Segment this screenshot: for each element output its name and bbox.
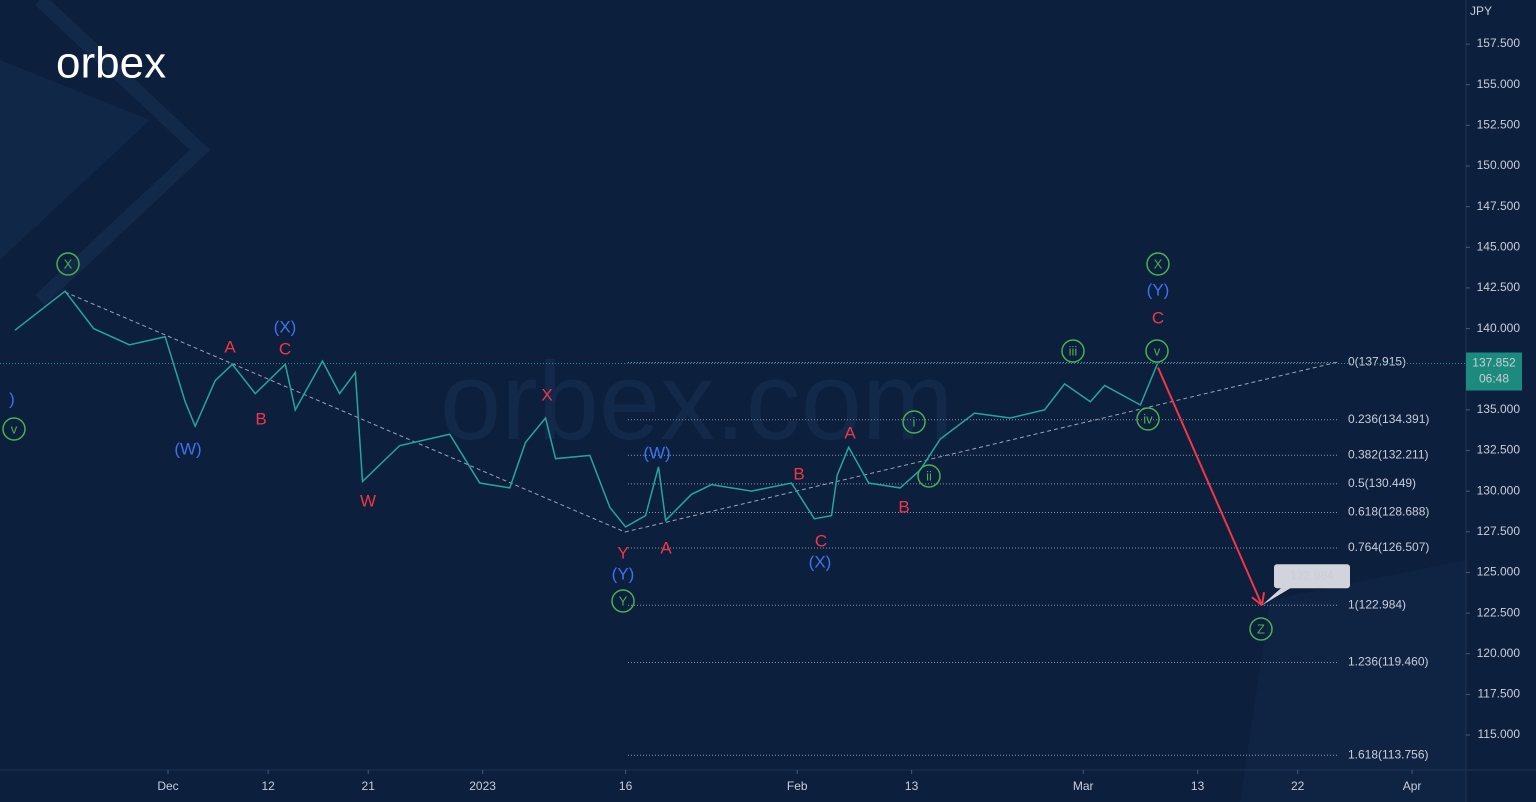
y-tick-label: 127.500	[1477, 524, 1521, 538]
y-tick-label: 122.500	[1477, 605, 1521, 619]
wave-circle	[56, 252, 80, 276]
trendline	[64, 291, 626, 533]
fib-label: 1(122.984)	[1348, 597, 1406, 611]
fib-label: 0.764(126.507)	[1348, 540, 1429, 554]
fib-label: 1.236(119.460)	[1348, 655, 1429, 669]
y-tick-label: 150.000	[1477, 158, 1521, 172]
wave-circle	[1249, 617, 1273, 641]
target-label: 122.984	[1290, 568, 1334, 582]
x-tick-label: 13	[905, 779, 919, 793]
fib-label: 0.236(134.391)	[1348, 412, 1429, 426]
logo: orbex	[56, 39, 166, 88]
arrow-head	[1251, 592, 1265, 607]
x-tick-label: 22	[1291, 779, 1305, 793]
x-tick-label: Mar	[1073, 779, 1094, 793]
wave-circle	[917, 464, 941, 488]
y-tick-label: 147.500	[1477, 199, 1521, 213]
y-tick-label: 145.000	[1477, 239, 1521, 253]
wave-label: C	[279, 339, 291, 358]
fib-label: 0.382(132.211)	[1348, 447, 1429, 461]
x-tick-label: 12	[261, 779, 275, 793]
x-tick-label: 13	[1191, 779, 1205, 793]
watermark: orbex.com	[440, 340, 954, 463]
wave-label: W	[360, 491, 376, 510]
price-tag-label: 137.852	[1472, 356, 1516, 370]
fib-label: 0.618(128.688)	[1348, 505, 1429, 519]
wave-label: B	[898, 497, 909, 516]
bg-shape	[35, 0, 211, 306]
wave-label: v	[1154, 343, 1161, 358]
wave-label: B	[793, 464, 804, 483]
target-pointer	[1262, 587, 1292, 606]
wave-label: Y	[619, 593, 628, 608]
wave-label: (Y)	[1147, 280, 1170, 299]
wave-circle	[902, 410, 926, 434]
y-tick-label: 155.000	[1477, 77, 1521, 91]
wave-label: Z	[1257, 621, 1265, 636]
wave-label: v	[11, 421, 18, 436]
wave-label: i	[913, 414, 916, 429]
wave-label: X	[64, 256, 73, 271]
wave-label: (X)	[809, 552, 832, 571]
wave-label: (Y)	[612, 564, 635, 583]
y-tick-label: 125.000	[1477, 565, 1521, 579]
wave-circle	[611, 589, 635, 613]
wave-circle	[1146, 252, 1170, 276]
x-tick-label: 21	[362, 779, 376, 793]
bg-shape	[1240, 560, 1466, 802]
countdown: 06:48	[1479, 372, 1509, 386]
wave-label: C	[815, 531, 827, 550]
wave-label: C	[1152, 308, 1164, 327]
y-tick-label: 157.500	[1477, 36, 1521, 50]
y-tick-label: 140.000	[1477, 321, 1521, 335]
y-tick-label: 152.500	[1477, 118, 1521, 132]
x-tick-label: Dec	[157, 779, 178, 793]
wave-label: X	[541, 385, 552, 404]
wave-circle	[1061, 339, 1085, 363]
wave-circle	[1136, 407, 1160, 431]
wave-label: X	[1154, 256, 1163, 271]
wave-label: A	[844, 423, 856, 442]
y-tick-label: 117.500	[1478, 687, 1521, 701]
fib-label: 1.618(113.756)	[1348, 747, 1429, 761]
y-tick-label: 142.500	[1477, 280, 1521, 294]
y-tick-label: 115.000	[1478, 727, 1521, 741]
fib-label: 0(137.915)	[1348, 355, 1406, 369]
wave-circle	[2, 417, 26, 441]
y-tick-label: 135.000	[1477, 402, 1521, 416]
x-tick-label: 16	[619, 779, 633, 793]
price-line	[14, 290, 1159, 528]
bg-shape	[0, 60, 150, 260]
wave-label: (W)	[643, 443, 670, 462]
price-tag	[1466, 352, 1522, 391]
wave-label: iii	[1069, 343, 1078, 358]
wave-label: )	[9, 389, 15, 408]
wave-label: B	[255, 409, 266, 428]
x-tick-label: Feb	[787, 779, 808, 793]
x-tick-label: 2023	[469, 779, 496, 793]
y-tick-label: 132.500	[1477, 443, 1521, 457]
wave-label: A	[660, 538, 672, 557]
wave-label: A	[224, 337, 236, 356]
forecast-arrow	[1157, 367, 1263, 606]
wave-label: (X)	[274, 317, 297, 336]
wave-label: ii	[926, 468, 932, 483]
wave-label: (W)	[174, 439, 201, 458]
trendline	[624, 361, 1339, 533]
wave-label: iv	[1143, 411, 1153, 426]
y-tick-label: 120.000	[1477, 646, 1521, 660]
wave-circle	[1145, 339, 1169, 363]
wave-label: Y	[617, 543, 628, 562]
target-box	[1274, 564, 1350, 589]
x-tick-label: Apr	[1403, 779, 1422, 793]
y-tick-label: 130.000	[1477, 483, 1521, 497]
currency: JPY	[1470, 4, 1492, 18]
fib-label: 0.5(130.449)	[1348, 476, 1416, 490]
